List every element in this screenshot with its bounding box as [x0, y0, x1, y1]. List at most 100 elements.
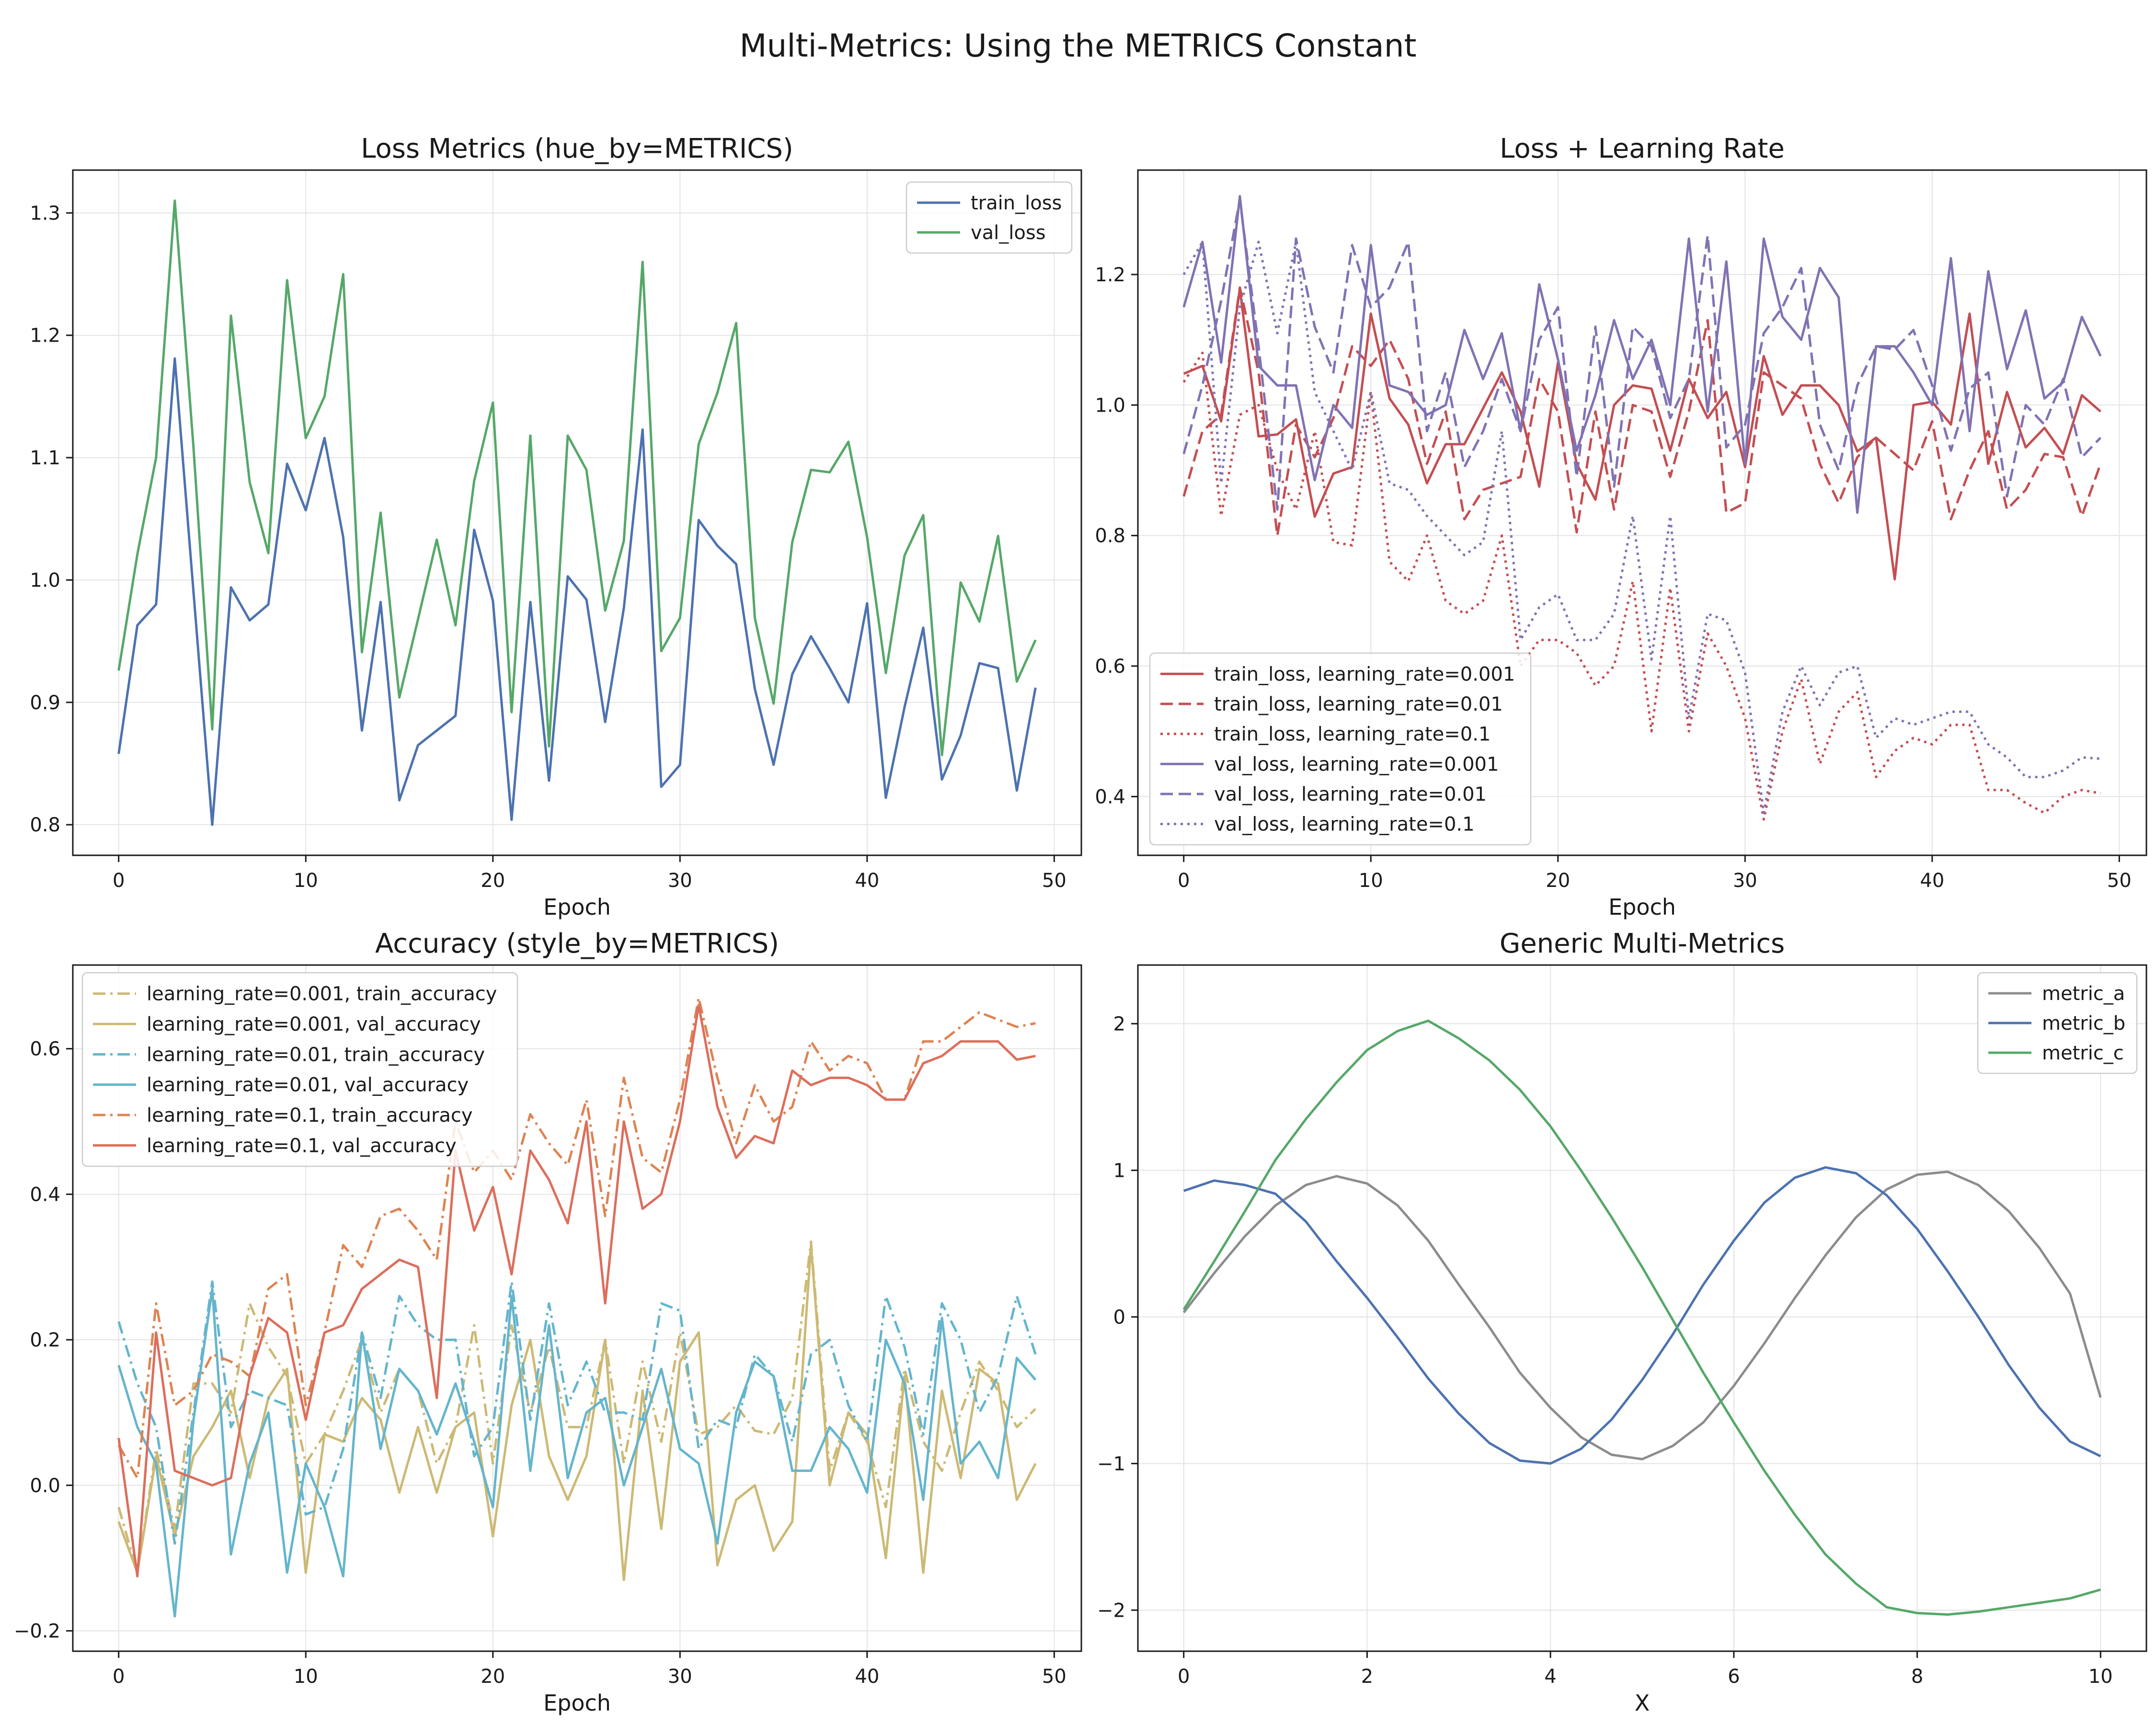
x-tick-label: 50 — [2107, 870, 2132, 892]
y-tick-label: 0.9 — [30, 692, 60, 714]
legend-label: val_loss, learning_rate=0.01 — [1214, 783, 1487, 805]
series-group — [1182, 195, 2102, 821]
x-tick-label: 30 — [668, 1666, 692, 1688]
y-tick-label: 2 — [1113, 1013, 1125, 1035]
series-line-val-loss-learning-rate-0-01 — [1182, 198, 2102, 511]
y-tick-label: −2 — [1097, 1599, 1125, 1622]
y-tick-label: 0.6 — [1095, 656, 1125, 678]
y-tick-label: −1 — [1097, 1453, 1125, 1475]
series-line-learning-rate-0-1-val-accuracy — [117, 1004, 1036, 1578]
x-tick-label: 40 — [855, 1666, 879, 1688]
axes-frame — [1137, 964, 2147, 1652]
legend-label: val_loss — [971, 222, 1046, 244]
legend-label: metric_a — [2042, 983, 2125, 1005]
legend-frame — [906, 181, 1073, 254]
x-tick-label: 8 — [1911, 1666, 1923, 1688]
accuracy-panel: 0 10 20 30 40 50 −0.2 0.0 0.2 0.4 0.6 Accuracy (sty… — [14, 928, 1082, 1716]
legend: train_loss, learning_rate=0.001 train_los… — [1149, 652, 1532, 846]
series-line-val-loss-learning-rate-0-1 — [1182, 241, 2101, 814]
loss-metrics-panel: 0 10 20 30 40 50 0.8 0.9 1.0 1.1 1.2 1.3 Loss Metric… — [30, 133, 1082, 920]
x-axis-label: X — [1635, 1690, 1650, 1716]
y-tick-label: 1.2 — [30, 325, 60, 347]
x-tick-label: 30 — [1733, 870, 1757, 892]
x-tick-label: 0 — [1178, 870, 1190, 892]
chart-title: Accuracy (style_by=METRICS) — [375, 928, 779, 959]
legend: learning_rate=0.001, train_accuracylearn… — [81, 972, 518, 1167]
x-tick-label: 10 — [294, 1666, 318, 1688]
y-tick-label: 1.0 — [30, 569, 60, 591]
chart-title: Loss Metrics (hue_by=METRICS) — [361, 133, 793, 164]
y-tick-label: 0.0 — [30, 1475, 60, 1497]
series-line-metric-b — [1183, 1166, 2101, 1465]
y-tick-label: 1.1 — [30, 447, 60, 469]
legend-label: val_loss, learning_rate=0.001 — [1214, 753, 1499, 775]
y-tick-label: 1 — [1113, 1160, 1125, 1182]
series-line-train-loss-learning-rate-0-001 — [1183, 288, 2101, 581]
legend-frame — [1977, 972, 2138, 1074]
series-line-train-loss-learning-rate-0-01 — [1182, 286, 2102, 537]
series-line-learning-rate-0-01-train-accuracy — [117, 1280, 1037, 1545]
x-tick-label: 0 — [113, 870, 125, 892]
series-group — [1182, 1019, 2102, 1616]
x-tick-label: 50 — [1042, 870, 1067, 892]
series-line-metric-c — [1182, 1019, 2101, 1616]
legend: metric_a metric_b metric_c — [1977, 972, 2138, 1074]
x-tick-label: 6 — [1728, 1666, 1740, 1688]
legend-label: val_loss, learning_rate=0.1 — [1214, 814, 1475, 836]
y-tick-label: 1.2 — [1095, 264, 1125, 286]
x-axis-label: Epoch — [1608, 894, 1676, 920]
legend-label: learning_rate=0.1, val_accuracy — [147, 1135, 457, 1157]
x-tick-label: 20 — [481, 1666, 505, 1688]
series-line-learning-rate-0-1-train-accuracy — [117, 996, 1036, 1480]
x-axis-label: Epoch — [543, 894, 611, 920]
legend-label: metric_c — [2042, 1042, 2124, 1064]
chart-title: Loss + Learning Rate — [1500, 133, 1785, 164]
series-line-learning-rate-0-001-train-accuracy — [117, 1240, 1037, 1574]
x-tick-label: 10 — [2088, 1666, 2113, 1688]
series-line-train-loss — [117, 357, 1037, 826]
y-tick-label: 0.8 — [1095, 525, 1125, 547]
generic-multi-metrics-panel: 0 2 4 6 8 10 −2 −1 0 1 2 Generic Multi-Metrics Xmetr… — [1097, 928, 2147, 1716]
x-tick-label: 0 — [1178, 1666, 1190, 1688]
x-tick-label: 10 — [294, 870, 318, 892]
y-tick-label: 0.4 — [30, 1184, 60, 1206]
series-line-learning-rate-0-01-val-accuracy — [117, 1288, 1037, 1618]
x-tick-label: 2 — [1361, 1666, 1373, 1688]
legend-label: learning_rate=0.01, val_accuracy — [147, 1074, 469, 1096]
x-tick-label: 20 — [481, 870, 505, 892]
x-tick-label: 40 — [1920, 870, 1944, 892]
legend-label: train_loss — [971, 192, 1062, 214]
series-line-learning-rate-0-001-val-accuracy — [117, 1244, 1037, 1581]
x-tick-label: 40 — [855, 870, 879, 892]
series-line-metric-a — [1182, 1170, 2102, 1460]
y-tick-label: 0.4 — [1095, 786, 1125, 808]
series-group — [117, 199, 1037, 826]
axes-frame — [1137, 169, 2147, 856]
y-tick-label: 0.8 — [30, 814, 60, 836]
x-tick-label: 20 — [1546, 870, 1570, 892]
series-line-val-loss-learning-rate-0-001 — [1182, 195, 2102, 514]
legend-frame — [81, 972, 518, 1167]
x-tick-label: 30 — [668, 870, 692, 892]
y-tick-label: 1.3 — [30, 202, 60, 224]
legend: train_loss val_loss — [906, 181, 1073, 254]
x-tick-label: 0 — [113, 1666, 125, 1688]
axes-frame — [72, 964, 1082, 1652]
legend-label: learning_rate=0.001, val_accuracy — [147, 1013, 481, 1035]
chart-title: Generic Multi-Metrics — [1500, 928, 1785, 959]
legend-label: learning_rate=0.001, train_accuracy — [147, 983, 497, 1005]
legend-label: train_loss, learning_rate=0.001 — [1214, 663, 1515, 685]
y-tick-label: 0.2 — [30, 1329, 60, 1351]
legend-frame — [1149, 652, 1532, 846]
x-tick-label: 4 — [1544, 1666, 1556, 1688]
axes-frame — [72, 169, 1082, 856]
x-tick-label: 10 — [1359, 870, 1383, 892]
series-group — [117, 996, 1037, 1618]
series-line-val-loss — [117, 199, 1037, 757]
x-tick-label: 50 — [1042, 1666, 1067, 1688]
y-tick-label: 0.6 — [30, 1038, 60, 1060]
legend-label: learning_rate=0.1, train_accuracy — [147, 1104, 473, 1127]
legend-label: train_loss, learning_rate=0.1 — [1214, 724, 1491, 746]
